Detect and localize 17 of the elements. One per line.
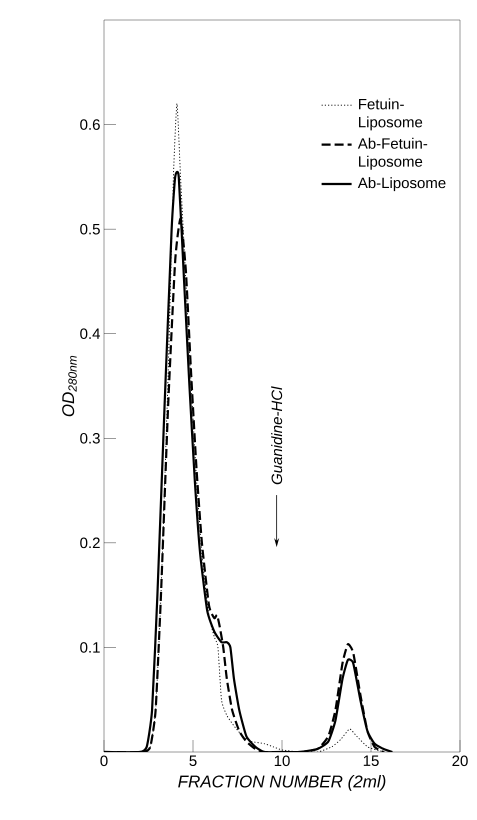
- y-tick-label: 0.4: [80, 328, 100, 340]
- y-tick-label: 0.2: [80, 538, 100, 548]
- y-axis-title: OD$_{280nm}$: [62, 356, 77, 416]
- x-tick-label: 20: [452, 756, 468, 766]
- y-tick-label: 0.1: [80, 642, 100, 653]
- annotation: Guanidine-HCl: [271, 386, 282, 484]
- legend-label: Fetuin-Liposome: [359, 98, 422, 130]
- y-tick-label: 0.5: [80, 224, 100, 234]
- legend-label: Ab-Fetuin-Liposome: [358, 138, 428, 170]
- y-tick-label: 0.3: [80, 432, 100, 444]
- y-tick-label: 0.6: [80, 119, 100, 130]
- x-axis-title: FRACTION NUMBER (2ml): [178, 775, 386, 791]
- x-tick-label: 15: [364, 756, 379, 766]
- x-tick-label: 10: [274, 756, 290, 766]
- x-tick-label: 5: [189, 756, 197, 766]
- legend-label: Ab-Liposome: [358, 177, 446, 192]
- x-tick-label: 0: [100, 756, 108, 766]
